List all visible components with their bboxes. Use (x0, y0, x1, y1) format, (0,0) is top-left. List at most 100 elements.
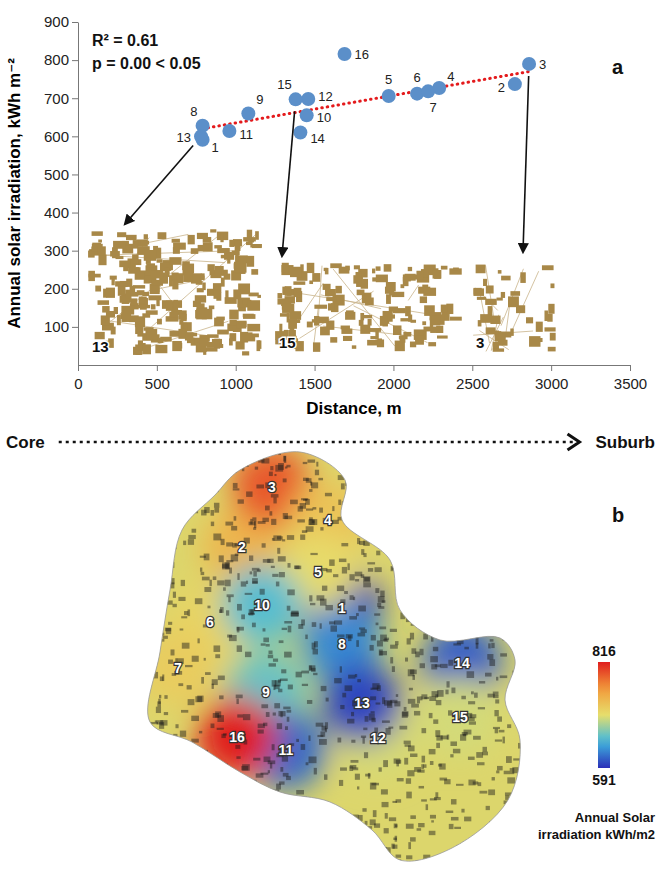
building (214, 489, 217, 491)
tick-label: 600 (44, 128, 69, 145)
building (345, 685, 353, 691)
building (490, 545, 495, 550)
building (515, 647, 521, 651)
building (262, 811, 268, 816)
building (478, 516, 486, 518)
inset-building (314, 316, 319, 326)
building (378, 468, 384, 473)
tick-mark (72, 22, 78, 23)
building (252, 850, 255, 857)
inset-building (146, 263, 155, 267)
map (138, 440, 531, 870)
building (382, 600, 386, 602)
building (430, 656, 438, 662)
building (295, 830, 302, 836)
building (474, 538, 481, 542)
building (195, 758, 202, 764)
building (514, 487, 519, 491)
inset-building (550, 333, 556, 341)
tick-label: 0 (74, 375, 82, 392)
inset-building (230, 320, 237, 326)
building (375, 588, 379, 593)
inset-building (178, 329, 185, 339)
building (437, 690, 443, 697)
building (450, 480, 454, 484)
building (404, 758, 408, 765)
building (213, 846, 215, 848)
building (145, 802, 153, 805)
building (226, 610, 229, 615)
building (491, 864, 495, 868)
building (368, 568, 373, 572)
building (252, 581, 257, 583)
building (372, 533, 374, 540)
building (290, 858, 295, 862)
building (436, 527, 440, 531)
building (262, 543, 266, 547)
y-tick: 500 (44, 166, 78, 183)
building (491, 643, 494, 648)
inset-building (359, 320, 364, 326)
building (197, 638, 199, 643)
inset-building (288, 319, 297, 329)
building (356, 613, 359, 616)
building (319, 508, 323, 513)
building (398, 468, 406, 473)
building (179, 462, 181, 465)
building (287, 606, 291, 611)
building (423, 463, 425, 467)
inset-building (140, 306, 147, 310)
building (393, 538, 400, 545)
tick-label: 2500 (456, 375, 489, 392)
building (487, 654, 493, 660)
inset-building (106, 289, 113, 296)
inset-building (498, 270, 502, 274)
inset-building (116, 256, 124, 259)
building (178, 597, 185, 601)
building (404, 466, 407, 469)
building (348, 635, 351, 641)
x-tick: 3000 (535, 365, 568, 392)
building (193, 771, 199, 778)
tick-label: 500 (44, 166, 69, 183)
inset-label: 13 (92, 338, 109, 355)
building (392, 801, 396, 803)
building (184, 468, 191, 473)
building (260, 589, 265, 595)
building (168, 660, 173, 664)
building (278, 711, 285, 716)
point-label: 15 (277, 77, 291, 92)
point-label: 1 (212, 140, 219, 155)
building (363, 583, 371, 587)
building (375, 511, 380, 516)
building (258, 840, 266, 847)
annotation: R² = 0.61 (92, 32, 158, 49)
building (340, 465, 346, 471)
building (263, 638, 269, 643)
inset-building (323, 284, 331, 290)
building (506, 756, 512, 763)
building (156, 707, 161, 713)
inset-building (126, 235, 137, 240)
building (252, 578, 258, 584)
inset-building (483, 279, 487, 286)
building (342, 693, 346, 698)
trend-line (203, 72, 529, 129)
building (307, 700, 312, 704)
inset-street (151, 234, 256, 327)
inset-building (307, 322, 313, 328)
building (302, 684, 308, 686)
building (273, 497, 276, 503)
building (408, 669, 415, 676)
x-axis-title: Distance, m (306, 399, 401, 418)
building (263, 559, 271, 563)
building (253, 758, 260, 761)
inset-building (428, 342, 436, 346)
building (202, 791, 207, 796)
building (384, 638, 389, 641)
building (340, 767, 347, 770)
building (175, 847, 178, 849)
tick-mark (236, 365, 237, 371)
building (484, 514, 488, 517)
building (507, 777, 515, 783)
